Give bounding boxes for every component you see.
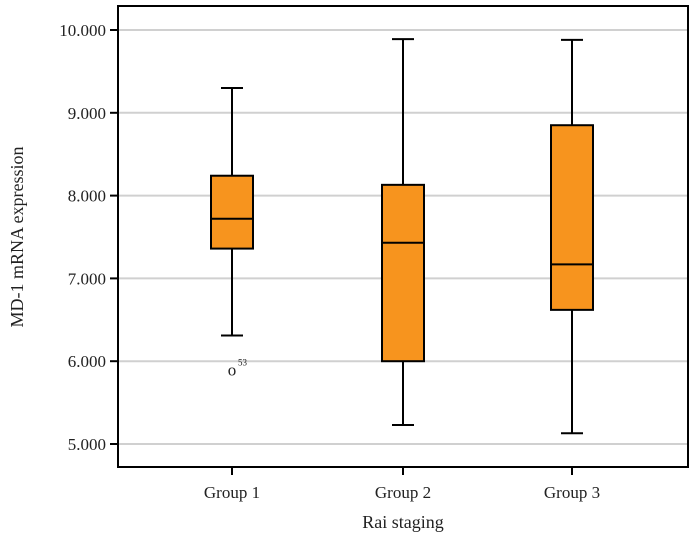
box-1: o 53 (210, 86, 254, 379)
y-tick-label: 9.000 (68, 104, 106, 123)
iqr-box (381, 183, 425, 363)
y-tick-label: 8.000 (68, 187, 106, 206)
x-axis: Group 1 Group 2 Group 3 (204, 467, 600, 502)
box-2 (381, 38, 425, 426)
y-axis-label: MD-1 mRNA expression (7, 147, 27, 328)
y-tick-label: 7.000 (68, 269, 106, 288)
boxes: o 53 (210, 38, 594, 435)
outlier-point: o (228, 360, 237, 379)
y-tick-label: 6.000 (68, 352, 106, 371)
y-tick-label: 5.000 (68, 435, 106, 454)
y-tick-label: 10.000 (59, 21, 106, 40)
outlier-label: 53 (238, 357, 248, 367)
x-tick-label: Group 2 (375, 483, 431, 502)
box-3 (550, 38, 594, 435)
iqr-box (210, 174, 254, 250)
x-tick-label: Group 1 (204, 483, 260, 502)
x-tick-label: Group 3 (544, 483, 600, 502)
x-axis-label: Rai staging (362, 512, 444, 532)
iqr-box (550, 124, 594, 311)
y-axis: 5.000 6.000 7.000 8.000 9.000 10.000 (59, 21, 118, 454)
